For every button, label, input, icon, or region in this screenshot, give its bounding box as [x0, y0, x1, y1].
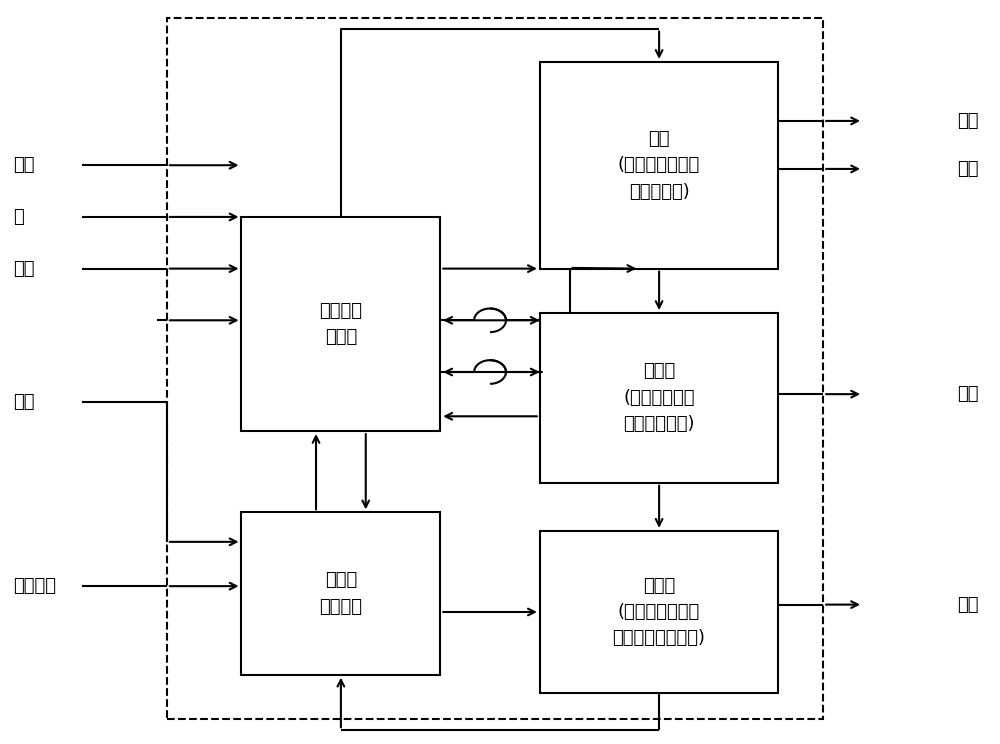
- Text: 电能: 电能: [957, 596, 979, 614]
- Text: 锅炉
(把煤的热能转换
为蒸汽热能): 锅炉 (把煤的热能转换 为蒸汽热能): [618, 130, 700, 201]
- Text: 燃料: 燃料: [13, 260, 34, 278]
- Bar: [241, 513, 440, 675]
- Text: 发电机
(把汽轮机的旋转
机械能转变为电能): 发电机 (把汽轮机的旋转 机械能转变为电能): [613, 577, 706, 647]
- Bar: [241, 217, 440, 431]
- Text: 辅助设备
及系统: 辅助设备 及系统: [319, 302, 362, 346]
- Text: 控制与
保护系统: 控制与 保护系统: [319, 571, 362, 616]
- Text: 电源: 电源: [13, 393, 34, 411]
- Bar: [167, 18, 823, 719]
- Bar: [540, 530, 778, 693]
- Text: 汽轮机
(把蒸汽的热能
转换为机械能): 汽轮机 (把蒸汽的热能 转换为机械能): [623, 362, 695, 433]
- Bar: [540, 62, 778, 269]
- Text: 水: 水: [13, 208, 23, 226]
- Text: 灰渣: 灰渣: [957, 160, 979, 178]
- Bar: [540, 313, 778, 483]
- Text: 空气: 空气: [13, 156, 34, 174]
- Text: 烟气: 烟气: [957, 112, 979, 130]
- Text: 操作信号: 操作信号: [13, 577, 56, 595]
- Text: 供热: 供热: [957, 385, 979, 403]
